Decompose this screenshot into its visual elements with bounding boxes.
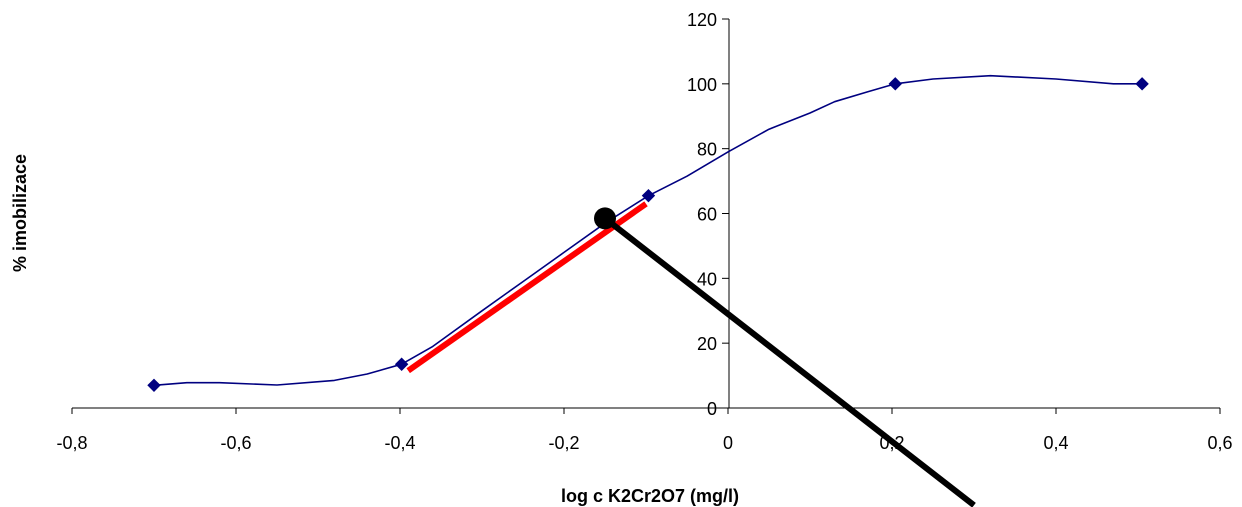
y-tick-label: 100 [687,75,717,95]
data-point-marker [641,188,656,203]
x-tick-label: 0,6 [1207,433,1232,453]
y-tick-label: 120 [687,10,717,30]
data-point-marker [1135,77,1149,91]
x-tick-label: -0,2 [548,433,579,453]
data-series [147,74,1149,393]
y-tick-label: 40 [697,269,717,289]
annotations [406,201,976,507]
y-tick-label: 60 [697,205,717,225]
data-point-marker [147,378,161,393]
y-axis-title: % imobilizace [10,154,30,272]
x-tick-label: 0,4 [1043,433,1068,453]
data-point-marker [888,77,902,91]
y-tick-label: 20 [697,334,717,354]
fit-line [406,201,648,374]
highlight-point [594,207,616,230]
y-tick-label: 0 [707,399,717,419]
y-tick-label: 80 [697,140,717,160]
data-point-marker [394,357,409,371]
x-tick-label: -0,4 [384,433,415,453]
x-tick-label: -0,6 [220,433,251,453]
x-axis-title: log c K2Cr2O7 (mg/l) [561,486,739,506]
x-tick-label: -0,8 [56,433,87,453]
x-tick-label: 0 [723,433,733,453]
axes [71,18,1221,414]
pointer-line [603,215,976,507]
